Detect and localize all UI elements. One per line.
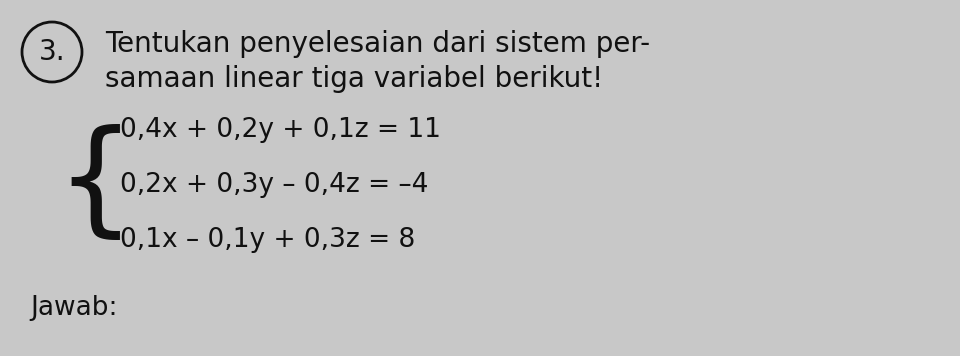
Text: 0,4x + 0,2y + 0,1z = 11: 0,4x + 0,2y + 0,1z = 11 [120,117,441,143]
Text: Jawab:: Jawab: [30,295,117,321]
Text: Tentukan penyelesaian dari sistem per-: Tentukan penyelesaian dari sistem per- [105,30,650,58]
Text: 0,2x + 0,3y – 0,4z = –4: 0,2x + 0,3y – 0,4z = –4 [120,172,428,198]
Text: 0,1x – 0,1y + 0,3z = 8: 0,1x – 0,1y + 0,3z = 8 [120,227,416,253]
Text: {: { [55,125,134,246]
Text: samaan linear tiga variabel berikut!: samaan linear tiga variabel berikut! [105,65,603,93]
Text: 3.: 3. [38,38,65,66]
